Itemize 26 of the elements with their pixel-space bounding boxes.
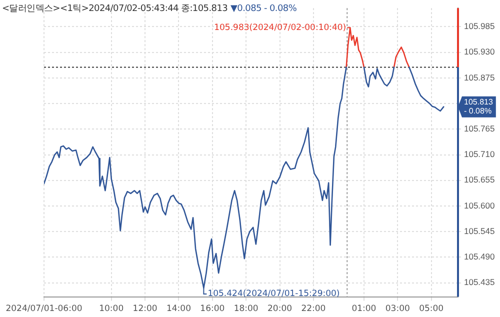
y-tick-label: 105.600 — [464, 200, 495, 210]
x-tick-label: 12:00 — [132, 304, 158, 314]
y-tick-label: 105.765 — [464, 124, 495, 134]
annotation: 105.983(2024/07/02-00:10:40) — [214, 22, 346, 33]
x-tick-label: 22:00 — [301, 304, 326, 314]
y-tick-label: 105.930 — [464, 46, 495, 57]
y-tick-label: 105.655 — [464, 174, 495, 185]
y-tick-label: 105.545 — [464, 226, 495, 236]
x-tick-label: 14:00 — [166, 304, 191, 314]
annotation: 105.813 - 0.08% — [464, 98, 494, 116]
x-tick-label: 2024/07/01-06:00 — [6, 304, 82, 314]
x-tick-label: 01:00 — [352, 304, 376, 314]
x-tick-label: 10:00 — [99, 304, 124, 314]
chart-title: <달러인덱스><1틱>2024/07/02-05:43:44 종:105.813 — [2, 4, 228, 14]
x-tick-label: 20:00 — [268, 304, 292, 314]
chart-subtitle: ▼0.085 - 0.08% — [230, 4, 297, 14]
y-tick-label: 105.490 — [464, 252, 495, 262]
x-tick-label: 18:00 — [234, 304, 258, 314]
annotation: 105.424(2024/07/01-15:29:00) — [208, 289, 340, 300]
y-tick-label: 105.875 — [464, 72, 495, 82]
y-tick-label: 105.710 — [464, 149, 495, 160]
x-tick-label: 03:00 — [385, 304, 410, 314]
y-tick-label: 105.435 — [464, 277, 495, 288]
y-tick-label: 105.985 — [464, 21, 495, 32]
x-tick-label: 05:00 — [419, 304, 444, 314]
x-tick-label: 16:00 — [200, 304, 225, 314]
